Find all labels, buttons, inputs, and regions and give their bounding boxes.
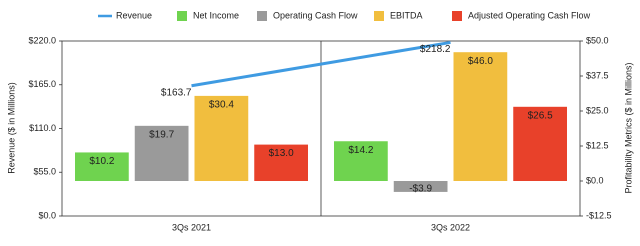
- value-label: $14.2: [348, 145, 373, 156]
- value-label: $30.4: [209, 100, 234, 111]
- y-tick-label: $55.0: [33, 167, 56, 177]
- bar: [75, 152, 129, 181]
- legend-label: Operating Cash Flow: [273, 10, 358, 20]
- y2-tick-label: $37.5: [586, 70, 609, 80]
- bar: [513, 106, 567, 181]
- bar: [134, 125, 189, 181]
- y-tick-label: $110.0: [29, 123, 56, 133]
- legend-swatch: [177, 11, 187, 21]
- y-tick-label: $220.0: [28, 35, 56, 45]
- bar: [334, 141, 388, 181]
- y2-tick-label: $12.5: [586, 140, 609, 150]
- bar: [254, 144, 308, 181]
- y2-tick-label: -$12.5: [586, 210, 612, 220]
- value-label: $10.2: [89, 156, 114, 167]
- legend-swatch: [452, 11, 462, 21]
- value-label: $163.7: [161, 87, 192, 98]
- y2-tick-label: $25.0: [586, 105, 609, 115]
- legend-label: Revenue: [116, 10, 152, 20]
- bar: [453, 52, 508, 182]
- y2-tick-label: $0.0: [586, 175, 604, 185]
- value-label: $26.5: [528, 110, 553, 121]
- x-tick-label: 3Qs 2022: [431, 222, 470, 232]
- y-tick-label: $165.0: [28, 79, 56, 89]
- y2-tick-label: $50.0: [586, 35, 609, 45]
- bar: [194, 95, 249, 181]
- y-axis-title: Revenue ($ in Millions): [6, 82, 16, 174]
- legend-label: Adjusted Operating Cash Flow: [468, 10, 591, 20]
- x-tick-label: 3Qs 2021: [172, 222, 211, 232]
- legend-label: Net Income: [193, 10, 239, 20]
- y2-axis-title: Profitability Metrics ($ in Millions): [623, 62, 633, 193]
- legend-swatch: [257, 11, 267, 21]
- value-label: -$3.9: [409, 184, 432, 195]
- bar: [393, 181, 448, 192]
- value-label: $46.0: [468, 56, 493, 67]
- legend-swatch: [374, 11, 384, 21]
- value-label: $218.2: [420, 44, 451, 55]
- line: [191, 40, 451, 88]
- value-label: $13.0: [269, 148, 294, 159]
- y-tick-label: $0.0: [38, 210, 56, 220]
- value-label: $19.7: [149, 129, 174, 140]
- legend-label: EBITDA: [390, 10, 423, 20]
